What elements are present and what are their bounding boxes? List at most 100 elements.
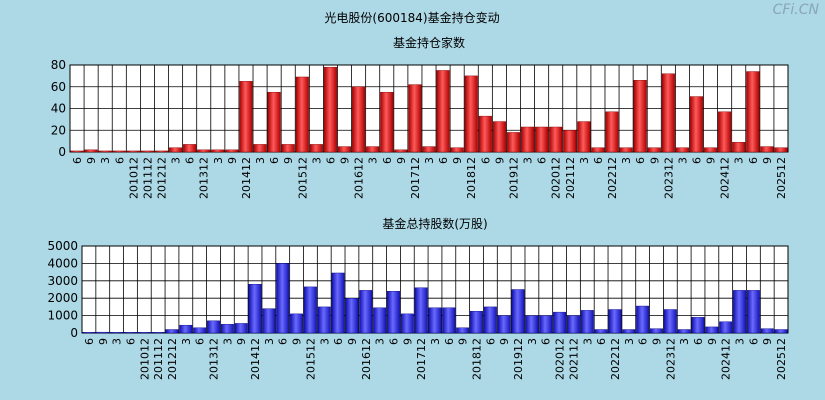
bar-holders — [535, 126, 549, 153]
bar-holders — [633, 80, 647, 153]
bar-holders — [746, 71, 760, 153]
bar-shares — [733, 290, 746, 334]
bar-holders — [506, 132, 521, 153]
x-tick-label: 6 — [387, 338, 400, 345]
x-tick-label: 202012 — [554, 338, 567, 380]
y-tick-label: 1000 — [47, 309, 78, 323]
y-tick-label: 40 — [51, 102, 66, 116]
bar-holders — [675, 147, 689, 153]
bar-holders — [211, 149, 225, 153]
bar-shares — [248, 284, 262, 334]
bar-holders — [140, 150, 154, 153]
bar-shares — [165, 329, 179, 334]
x-tick-label: 6 — [479, 157, 492, 164]
x-tick-label: 3 — [734, 338, 747, 345]
bar-holders — [422, 146, 436, 153]
x-tick-label: 202212 — [609, 338, 622, 380]
bar-holders — [267, 91, 281, 153]
bar-holders — [126, 150, 140, 153]
x-tick-label: 201412 — [240, 157, 253, 199]
x-tick-label: 202312 — [662, 157, 675, 199]
x-tick-label: 201312 — [198, 157, 211, 199]
x-tick-label: 201212 — [156, 157, 169, 199]
x-tick-label: 6 — [536, 157, 549, 164]
x-tick-label: 6 — [184, 157, 197, 164]
x-tick-label: 201412 — [249, 338, 262, 380]
bar-shares — [608, 309, 622, 334]
bar-shares — [124, 332, 137, 334]
bar-holders — [478, 115, 492, 153]
bar-shares — [650, 328, 663, 334]
x-tick-label: 3 — [374, 338, 387, 345]
bar-shares — [553, 311, 567, 334]
bar-holders — [563, 130, 577, 153]
bar-holders — [337, 146, 352, 153]
bar-shares — [373, 307, 387, 334]
x-tick-label: 3 — [170, 157, 183, 164]
bar-shares — [276, 263, 290, 334]
bar-holders — [521, 126, 535, 153]
y-tick-label: 2000 — [47, 291, 78, 305]
bar-shares — [428, 307, 442, 334]
x-tick-label: 3 — [254, 157, 267, 164]
x-tick-label: 202012 — [550, 157, 563, 199]
bar-holders — [169, 147, 183, 153]
bar-shares — [151, 332, 165, 334]
x-tick-label: 6 — [113, 157, 126, 164]
watermark: CFi.CN — [772, 2, 819, 18]
x-tick-label: 6 — [634, 157, 647, 164]
x-tick-label: 202212 — [606, 157, 619, 199]
bar-shares — [290, 313, 303, 334]
bar-holders — [197, 149, 211, 153]
bar-holders — [408, 84, 422, 153]
bar-holders — [323, 66, 337, 153]
bar-shares — [234, 323, 248, 334]
bar-shares — [207, 320, 220, 334]
bar-holders — [704, 147, 718, 153]
bar-shares — [636, 305, 650, 334]
bar-shares — [179, 324, 193, 334]
x-tick-label: 202112 — [564, 157, 577, 199]
bar-shares — [483, 306, 497, 334]
x-tick-label: 6 — [690, 157, 703, 164]
chart-title-shares: 基金总持股数(万股) — [382, 216, 487, 231]
x-tick-label: 9 — [761, 157, 774, 164]
bar-holders — [464, 75, 478, 153]
x-tick-label: 9 — [705, 157, 718, 164]
bar-holders — [366, 146, 380, 153]
y-tick-label: 60 — [51, 80, 66, 94]
y-tick-label: 5000 — [47, 239, 78, 253]
bar-shares — [331, 272, 345, 334]
bar-holders — [183, 144, 197, 153]
x-tick-label: 3 — [180, 338, 193, 345]
x-tick-label: 201612 — [360, 338, 373, 380]
x-tick-label: 3 — [581, 338, 594, 345]
x-tick-label: 3 — [733, 157, 746, 164]
x-tick-label: 201512 — [304, 338, 317, 380]
x-tick-label: 202412 — [719, 157, 732, 199]
x-tick-label: 201612 — [353, 157, 366, 199]
bar-shares — [82, 332, 96, 334]
y-tick-label: 0 — [70, 326, 78, 340]
x-tick-label: 9 — [706, 338, 719, 345]
bar-shares — [594, 329, 608, 334]
bar-holders — [394, 149, 408, 153]
x-tick-label: 3 — [676, 157, 689, 164]
bar-shares — [691, 317, 705, 334]
bar-shares — [511, 289, 525, 334]
x-tick-label: 9 — [493, 157, 506, 164]
bar-holders — [549, 126, 563, 153]
x-tick-label: 3 — [578, 157, 591, 164]
x-tick-label: 3 — [212, 157, 225, 164]
bar-shares — [470, 311, 483, 334]
bar-holders — [239, 81, 253, 153]
x-tick-label: 9 — [346, 338, 359, 345]
x-tick-label: 3 — [111, 338, 124, 345]
x-tick-label: 9 — [235, 338, 248, 345]
x-tick-label: 9 — [339, 157, 352, 164]
bar-holders — [689, 96, 704, 153]
bar-shares — [359, 290, 373, 334]
x-tick-label: 3 — [367, 157, 380, 164]
